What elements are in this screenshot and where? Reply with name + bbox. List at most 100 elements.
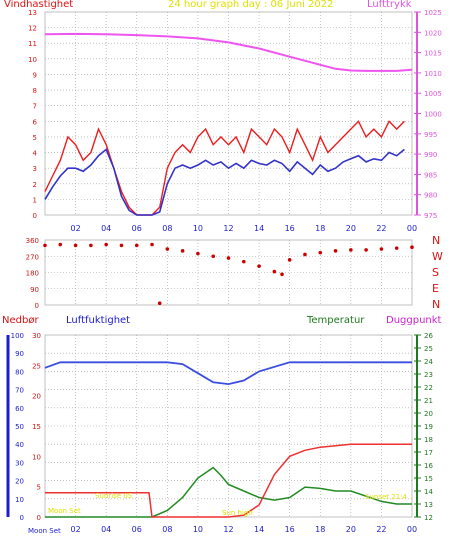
humidity-x-tick: 12: [223, 525, 233, 534]
pressure-axis-tick: 1020: [424, 29, 442, 37]
wind-x-tick: 18: [315, 224, 325, 233]
direction-axis-tick: 360: [26, 237, 39, 245]
humidity-x-tick: 14: [254, 525, 264, 534]
humidity-x-tick: 10: [193, 525, 203, 534]
temperature-axis-tick: 13: [424, 501, 433, 509]
humidity-x-tick: 06: [132, 525, 142, 534]
pressure-axis-tick: 1005: [424, 90, 442, 98]
temperature-axis-tick: 17: [424, 449, 433, 457]
direction-letter: W: [432, 250, 443, 263]
rain-axis-tick: 0: [37, 514, 41, 522]
temperature-axis-tick: 26: [424, 332, 433, 340]
wind-direction-point: [134, 243, 139, 248]
temperature-axis-tick: 18: [424, 436, 433, 444]
temperature-axis-tick: 12: [424, 514, 433, 522]
pressure-axis-tick: 1025: [424, 9, 442, 17]
wind-axis-tick: 13: [28, 9, 37, 17]
humidity-axis-tick: 60: [15, 405, 24, 413]
pressure-axis-tick: 975: [424, 212, 437, 220]
direction-letter: N: [432, 298, 440, 311]
wind-axis-tick: 6: [33, 118, 38, 126]
pressure-axis-tick: 1000: [424, 111, 442, 119]
chart-labels: 0123456789101112139759809859909951000100…: [11, 9, 443, 535]
humidity-axis-tick: 20: [15, 478, 24, 486]
rain-axis-tick: 10: [32, 453, 41, 461]
humidity-x-tick: 08: [162, 525, 172, 534]
humidity-axis-tick: 100: [11, 332, 24, 340]
temperature-axis-tick: 25: [424, 345, 433, 353]
rain-axis-tick: 15: [32, 423, 41, 431]
wind-x-tick: 14: [254, 224, 264, 233]
wind-x-tick: 10: [193, 224, 203, 233]
header-left-label: Vindhastighet: [4, 0, 74, 10]
wind-direction-point: [364, 248, 368, 252]
wind-axis-tick: 8: [33, 87, 37, 95]
temperature-axis-tick: 23: [424, 371, 433, 379]
wind-average-line: [44, 148, 405, 216]
wind-direction-point: [303, 252, 307, 257]
temperature-axis-tick: 21: [424, 397, 433, 405]
wind-x-tick: 12: [223, 224, 233, 233]
temperature-line: [45, 466, 412, 518]
wind-direction-point: [394, 246, 399, 250]
moon-set-label: Moon Set: [48, 507, 81, 515]
pressure-axis-tick: 1010: [424, 70, 442, 78]
temperature-axis-tick: 19: [424, 423, 433, 431]
wind-direction-point: [43, 243, 47, 248]
sunset-label: Sunset 21:4: [365, 493, 408, 501]
temperature-axis-tick: 16: [424, 462, 433, 470]
humidity-axis-tick: 90: [15, 350, 24, 358]
pressure-axis-tick: 980: [424, 192, 437, 200]
wind-x-tick: 02: [70, 224, 80, 233]
wind-direction-point: [119, 243, 124, 248]
wind-direction-point: [333, 249, 338, 253]
wind-axis-tick: 9: [33, 71, 37, 79]
wind-axis-tick: 2: [33, 181, 37, 189]
wind-direction-point: [318, 250, 323, 255]
wind-direction-point: [196, 251, 200, 256]
direction-axis-tick: 180: [26, 270, 39, 278]
humidity-x-tick: 04: [101, 525, 111, 534]
humidity-label: Luftfuktighet: [66, 315, 131, 326]
humidity-axis-tick: 0: [20, 514, 24, 522]
wind-direction-point: [211, 254, 216, 259]
temperature-axis-tick: 15: [424, 475, 433, 483]
wind-axis-tick: 7: [33, 103, 37, 111]
wind-axis-tick: 5: [33, 134, 37, 142]
wind-direction-point: [73, 243, 78, 248]
wind-direction-point: [165, 247, 170, 251]
pressure-axis-tick: 995: [424, 131, 437, 139]
wind-axis-tick: 12: [28, 25, 37, 33]
chart-frames: [6, 11, 421, 518]
temperature-axis-tick: 20: [424, 410, 433, 418]
direction-axis-tick: 90: [30, 286, 39, 294]
wind-x-tick: 08: [162, 224, 172, 233]
direction-letter: N: [432, 234, 440, 247]
humidity-axis-tick: 50: [15, 423, 24, 431]
pressure-line: [44, 32, 413, 72]
humidity-x-tick: 20: [346, 525, 356, 534]
sunrise-label: Sunrise 05: [95, 492, 132, 500]
pressure-axis-tick: 985: [424, 171, 437, 179]
wind-direction-point: [379, 247, 384, 251]
wind-direction-point: [226, 256, 231, 260]
humidity-axis-tick: 30: [15, 459, 24, 467]
wind-axis-tick: 4: [33, 150, 38, 158]
pressure-axis-tick: 990: [424, 151, 437, 159]
wind-axis-tick: 10: [28, 56, 37, 64]
rain-axis-tick: 30: [32, 332, 41, 340]
rain-axis-tick: 20: [32, 393, 41, 401]
wind-direction-point: [280, 272, 284, 277]
rain-label: Nedbør: [2, 315, 39, 326]
wind-axis-tick: 1: [33, 196, 37, 204]
wind-direction-point: [150, 242, 154, 247]
wind-direction-point: [257, 264, 261, 268]
humidity-x-tick: 02: [70, 525, 80, 534]
moon-set-bottom-label: Moon Set: [28, 527, 61, 535]
header-center-label: 24 hour graph day : 06 Juni 2022: [168, 0, 334, 10]
wind-direction-point: [89, 243, 93, 248]
wind-x-tick: 04: [101, 224, 111, 233]
wind-direction-point: [157, 301, 162, 305]
wind-direction-point: [104, 242, 108, 247]
